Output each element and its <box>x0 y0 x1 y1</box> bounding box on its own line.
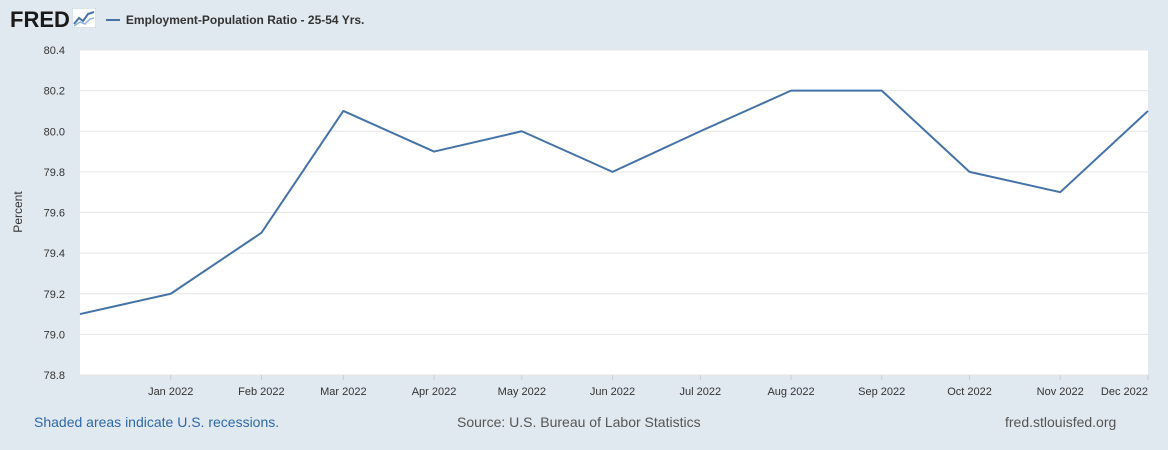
chart-footer: Shaded areas indicate U.S. recessions. S… <box>0 414 1168 438</box>
x-tick-label: Sep 2022 <box>858 386 905 398</box>
fred-logo[interactable]: FRED <box>10 7 70 32</box>
x-tick-label: Dec 2022 <box>1101 386 1148 398</box>
data-point[interactable] <box>518 127 526 135</box>
x-tick-label: Jul 2022 <box>680 386 722 398</box>
data-point[interactable] <box>257 229 265 237</box>
data-point[interactable] <box>1144 107 1152 115</box>
chart-header: FRED Employment-Population Ratio - 25-54… <box>10 6 364 34</box>
recessions-note-link[interactable]: Shaded areas indicate U.S. recessions. <box>34 414 280 430</box>
y-tick-label: 79.0 <box>44 329 65 341</box>
y-tick-label: 79.4 <box>44 248 65 260</box>
y-tick-label: 80.2 <box>44 86 65 98</box>
data-point[interactable] <box>167 290 175 298</box>
x-tick-label: Jun 2022 <box>590 386 635 398</box>
y-tick-label: 78.8 <box>44 370 65 382</box>
data-point[interactable] <box>76 310 84 318</box>
y-tick-label: 79.8 <box>44 167 65 179</box>
data-point[interactable] <box>609 168 617 176</box>
y-tick-label: 80.0 <box>44 126 65 138</box>
data-point[interactable] <box>339 107 347 115</box>
chart-legend[interactable]: Employment-Population Ratio - 25-54 Yrs. <box>105 13 365 27</box>
chart-area: 80.4 80.2 80.0 79.8 79.6 79.4 79.2 79.0 78.8 Jan… <box>0 0 1168 410</box>
x-tick-label: Aug 2022 <box>767 386 814 398</box>
series-line[interactable] <box>79 89 1149 316</box>
x-tick-label: Jan 2022 <box>148 386 193 398</box>
site-link[interactable]: fred.stlouisfed.org <box>1005 414 1117 430</box>
line-chart[interactable]: 80.4 80.2 80.0 79.8 79.6 79.4 79.2 79.0 78.8 Jan… <box>0 0 1168 410</box>
x-tick-label: Feb 2022 <box>238 386 284 398</box>
y-axis-label: Percent <box>11 191 25 233</box>
x-tick-label: Oct 2022 <box>947 386 992 398</box>
x-tick-label: Mar 2022 <box>320 386 366 398</box>
data-point[interactable] <box>696 127 704 135</box>
legend-label: Employment-Population Ratio - 25-54 Yrs. <box>125 13 365 27</box>
data-point[interactable] <box>1056 188 1064 196</box>
y-tick-label: 79.2 <box>44 289 65 301</box>
data-point[interactable] <box>430 148 438 156</box>
y-tick-label: 80.4 <box>44 45 65 57</box>
x-tick-label: Apr 2022 <box>412 386 457 398</box>
y-tick-label: 79.6 <box>44 208 65 220</box>
data-point[interactable] <box>787 87 795 95</box>
x-tick-label: Nov 2022 <box>1037 386 1084 398</box>
legend-swatch <box>105 19 120 21</box>
x-tick-label: May 2022 <box>498 386 546 398</box>
data-point[interactable] <box>966 168 974 176</box>
data-point[interactable] <box>878 87 886 95</box>
source-text: Source: U.S. Bureau of Labor Statistics <box>457 414 701 430</box>
